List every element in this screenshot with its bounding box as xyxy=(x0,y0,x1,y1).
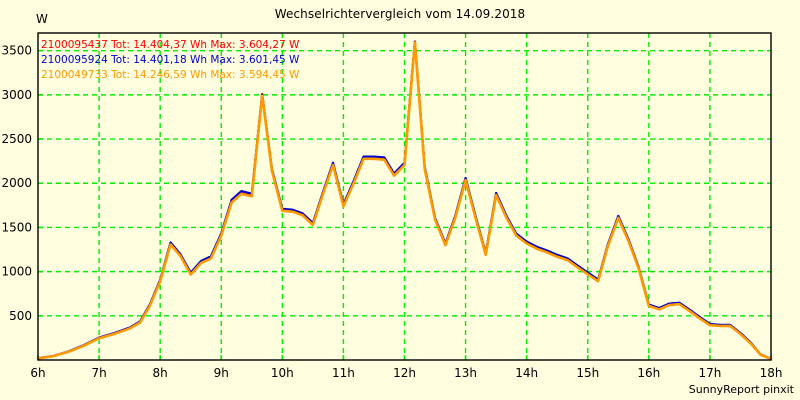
plot-frame xyxy=(37,32,772,361)
data-series-layer xyxy=(36,40,773,361)
y-tick-label: 3000 xyxy=(1,88,32,102)
x-tick-label: 18h xyxy=(760,366,783,380)
x-tick-label: 14h xyxy=(515,366,538,380)
y-tick-label: 500 xyxy=(9,309,32,323)
x-tick-label: 6h xyxy=(30,366,45,380)
axis-ticks xyxy=(37,49,772,360)
x-tick-label: 12h xyxy=(393,366,416,380)
x-tick-label: 15h xyxy=(576,366,599,380)
y-tick-label: 2500 xyxy=(1,132,32,146)
x-tick-label: 9h xyxy=(214,366,229,380)
x-tick-label: 8h xyxy=(153,366,168,380)
y-tick-label: 1000 xyxy=(1,265,32,279)
y-axis-unit-label: W xyxy=(36,12,48,26)
legend-entry: 2100049733 Tot: 14.246,59 Wh Max: 3.594,… xyxy=(41,69,300,81)
chart-legend: 2100095437 Tot: 14.404,37 Wh Max: 3.604,… xyxy=(41,39,300,81)
x-tick-label: 16h xyxy=(637,366,660,380)
y-axis-tick-labels: 500 1000 1500 2000 2500 3000 3500 xyxy=(1,44,32,323)
y-tick-label: 1500 xyxy=(1,220,32,234)
x-tick-label: 17h xyxy=(698,366,721,380)
x-tick-label: 13h xyxy=(454,366,477,380)
x-tick-label: 7h xyxy=(91,366,106,380)
footer-credit: SunnyReport pinxit xyxy=(688,383,794,396)
legend-entry: 2100095924 Tot: 14.401,18 Wh Max: 3.601,… xyxy=(41,54,300,66)
chart-title: Wechselrichtervergleich vom 14.09.2018 xyxy=(274,7,526,21)
x-tick-label: 11h xyxy=(332,366,355,380)
grid-lines xyxy=(38,33,771,360)
x-tick-label: 10h xyxy=(271,366,294,380)
y-tick-label: 3500 xyxy=(1,44,32,58)
legend-entry: 2100095437 Tot: 14.404,37 Wh Max: 3.604,… xyxy=(41,39,300,51)
series-line-2100049733 xyxy=(36,41,773,361)
x-axis-tick-labels: 6h 7h 8h 9h 10h 11h 12h 13h 14h 15h 16h 17h 18h xyxy=(30,366,782,380)
y-tick-label: 2000 xyxy=(1,176,32,190)
